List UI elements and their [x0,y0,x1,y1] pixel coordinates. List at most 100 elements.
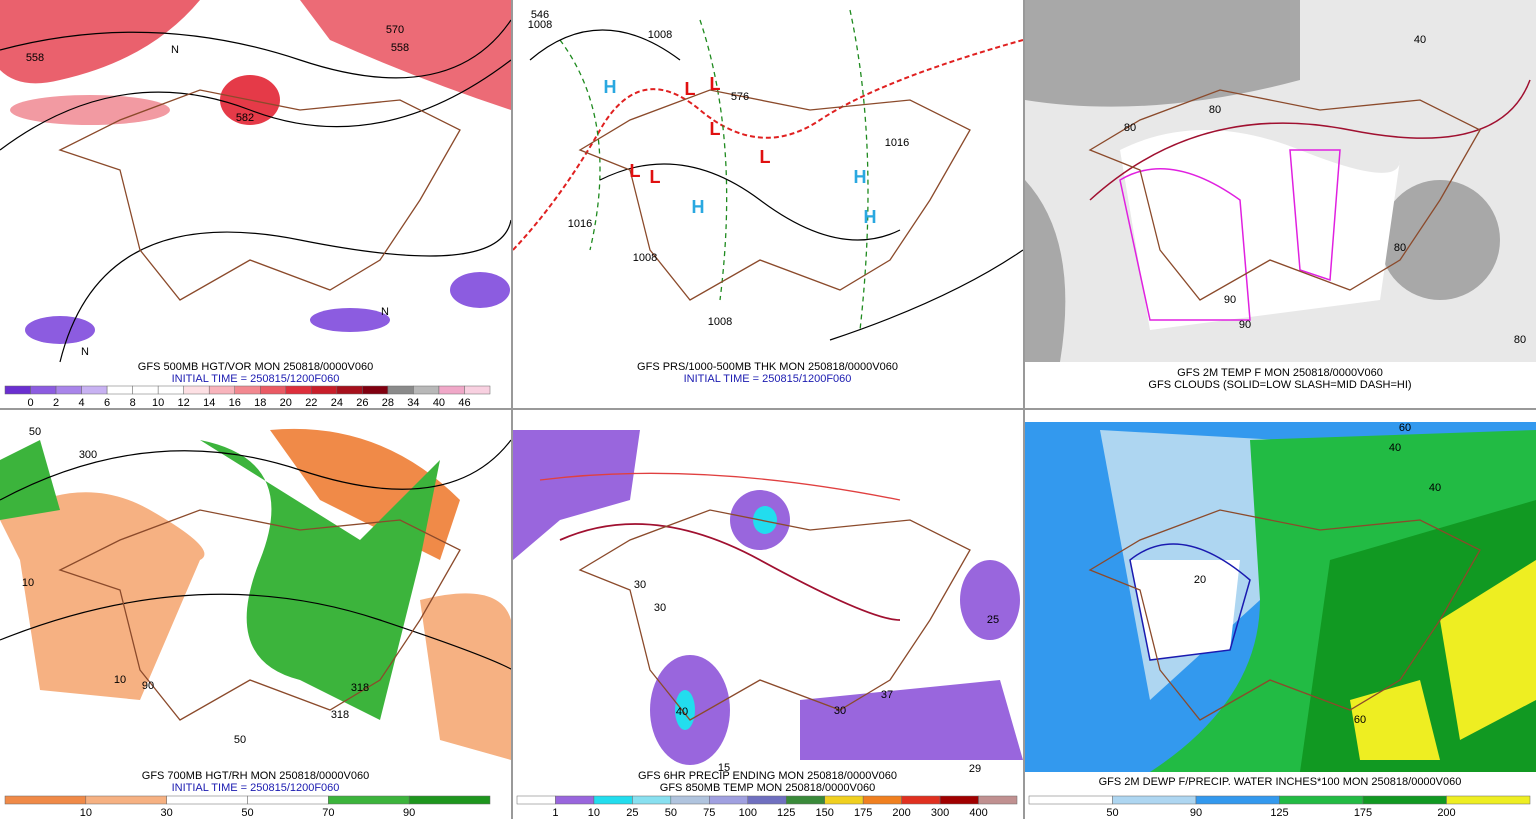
colorbar-swatch [709,795,749,805]
colorbar-swatch [516,795,556,805]
colorbar-label: 28 [382,397,394,409]
colorbar-label: 24 [331,397,343,409]
map-label: 50 [29,426,41,438]
map-label: H [692,197,705,217]
map-subtitle: GFS 850MB TEMP MON 250818/0000V060 [660,782,875,794]
colorbar-label: 50 [241,807,253,819]
map-label: L [650,167,661,187]
colorbar-swatch [328,795,410,805]
colorbar-swatch [1112,795,1197,805]
colorbar-label: 300 [931,807,949,819]
map-label: 60 [1399,422,1411,434]
map-label: N [381,306,389,318]
colorbar-swatch [234,385,261,395]
colorbar-swatch [747,795,787,805]
map-label: 37 [881,689,893,701]
colorbar-label: 50 [665,807,677,819]
colorbar-label: 30 [161,807,173,819]
map-label: 1016 [568,218,592,230]
map-title: GFS 700MB HGT/RH MON 250818/0000V060 [142,770,369,782]
colorbar-swatch [901,795,941,805]
map-label: L [760,147,771,167]
colorbar-label: 26 [356,397,368,409]
map-title: GFS 2M DEWP F/PRECIP. WATER INCHES*100 M… [1099,776,1462,788]
colorbar-swatch [438,385,465,395]
colorbar-label: 150 [816,807,834,819]
colorbar-label: 175 [1354,807,1372,819]
colorbar-label: 4 [79,397,85,409]
map-title: GFS 500MB HGT/VOR MON 250818/0000V060 [138,361,373,373]
colorbar-swatch [670,795,710,805]
colorbar-swatch [785,795,825,805]
colorbar-swatch [413,385,440,395]
map-decor [0,0,1536,772]
colorbar-swatch [30,385,57,395]
colorbar-swatch [1279,795,1364,805]
colorbar-swatch [183,385,210,395]
colorbar-swatch [862,795,902,805]
map-label: 570 [386,24,404,36]
colorbar-swatch [285,385,312,395]
map-title: GFS 2M TEMP F MON 250818/0000V060 [1177,367,1383,379]
colorbar-label: 2 [53,397,59,409]
colorbar-swatch [55,385,82,395]
colorbar-swatch [132,385,159,395]
map-label: 40 [1429,482,1441,494]
map-label: L [685,79,696,99]
map-label: 318 [351,682,369,694]
map-label: 1008 [648,29,672,41]
map-label: 30 [634,579,646,591]
colorbar-swatch [362,385,389,395]
colorbar-label: 8 [130,397,136,409]
map-label: 25 [987,614,999,626]
map-label: 10 [114,674,126,686]
map-label: 1008 [708,316,732,328]
map-label: 300 [79,449,97,461]
map-label: 1008 [633,252,657,264]
map-label: L [710,74,721,94]
map-label: L [630,161,641,181]
map-label: L [710,119,721,139]
map-label: 40 [1389,442,1401,454]
map-label: N [81,346,89,358]
colorbar-label: 10 [80,807,92,819]
colorbar-label: 70 [322,807,334,819]
colorbar-swatch [4,795,87,805]
colorbar-swatch [408,795,491,805]
colorbar-label: 90 [1190,807,1202,819]
map-label: 558 [26,52,44,64]
colorbar-swatch [157,385,184,395]
colorbar-label: 400 [969,807,987,819]
map-label: 80 [1514,334,1526,346]
colorbar-label: 90 [403,807,415,819]
map-label: H [854,167,867,187]
colorbar-label: 1 [552,807,558,819]
colorbar-swatch [81,385,108,395]
map-title: GFS PRS/1000-500MB THK MON 250818/0000V0… [637,361,898,373]
colorbar-swatch [464,385,491,395]
map-label: 50 [234,734,246,746]
colorbar-label: 100 [739,807,757,819]
map-title: GFS 6HR PRECIP ENDING MON 250818/0000V06… [638,770,897,782]
colorbar-label: 175 [854,807,872,819]
map-label: H [864,207,877,227]
map-subtitle: INITIAL TIME = 250815/1200F060 [172,373,340,385]
map-label: 10 [22,577,34,589]
map-label: 558 [391,42,409,54]
colorbar-label: 18 [254,397,266,409]
colorbar-label: 10 [588,807,600,819]
map-label: 29 [969,763,981,775]
colorbar-swatch [1028,795,1113,805]
map-label: 40 [676,706,688,718]
map-label: N [171,44,179,56]
map-label: 582 [236,112,254,124]
colorbar-label: 12 [178,397,190,409]
colorbar-swatch [1362,795,1447,805]
colorbar-label: 200 [892,807,910,819]
map-label: 40 [1414,34,1426,46]
colorbar-label: 75 [703,807,715,819]
map-label: 90 [1239,319,1251,331]
map-label: 60 [1354,714,1366,726]
